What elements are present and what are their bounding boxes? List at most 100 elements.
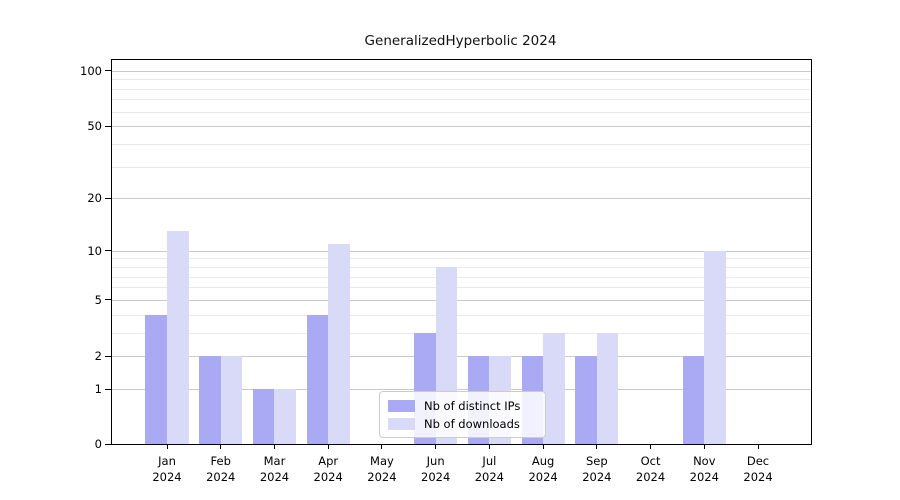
bar-distinct-ips-sep bbox=[575, 356, 597, 444]
legend-label-distinct-ips: Nb of distinct IPs bbox=[424, 399, 521, 413]
legend-swatch-distinct-ips bbox=[388, 400, 415, 412]
x-tick-month: Mar bbox=[263, 454, 286, 468]
legend-swatch-downloads bbox=[388, 418, 415, 430]
x-tick-jan bbox=[166, 444, 168, 449]
x-tick-month: Apr bbox=[318, 454, 339, 468]
x-tick-year: 2024 bbox=[367, 470, 397, 484]
x-tick-dec bbox=[757, 444, 759, 449]
gridline-minor-4 bbox=[112, 314, 811, 316]
bar-distinct-ips-mar bbox=[252, 389, 275, 444]
y-tick-2 bbox=[105, 355, 111, 357]
x-tick-year: 2024 bbox=[528, 470, 558, 484]
gridline-100 bbox=[112, 70, 811, 72]
y-tick-label-50: 50 bbox=[87, 119, 102, 134]
y-tick-20 bbox=[105, 197, 111, 199]
x-tick-label-feb: Feb 2024 bbox=[194, 453, 248, 485]
y-tick-label-0: 0 bbox=[94, 437, 102, 451]
x-tick-label-oct: Oct 2024 bbox=[624, 453, 678, 485]
bar-distinct-ips-feb bbox=[199, 356, 221, 444]
x-tick-month: Sep bbox=[585, 454, 608, 468]
x-tick-label-apr: Apr 2024 bbox=[301, 453, 355, 485]
y-tick-50 bbox=[105, 125, 111, 127]
y-tick-label-2: 2 bbox=[94, 349, 102, 364]
bar-downloads-feb bbox=[220, 356, 243, 444]
x-tick-label-jul: Jul 2024 bbox=[462, 453, 516, 485]
gridline-1 bbox=[112, 389, 811, 391]
legend-row-distinct-ips: Nb of distinct IPs bbox=[388, 397, 537, 415]
bar-downloads-sep bbox=[596, 332, 619, 444]
x-tick-month: May bbox=[370, 454, 394, 468]
x-tick-aug bbox=[542, 444, 544, 449]
gridline-2 bbox=[112, 356, 811, 358]
x-tick-year: 2024 bbox=[206, 470, 236, 484]
x-tick-year: 2024 bbox=[313, 470, 343, 484]
y-tick-label-10: 10 bbox=[87, 243, 102, 258]
y-tick-label-100: 100 bbox=[80, 63, 102, 78]
gridline-minor-80 bbox=[112, 88, 811, 90]
x-tick-month: Jan bbox=[158, 454, 176, 468]
x-tick-year: 2024 bbox=[582, 470, 612, 484]
legend: Nb of distinct IPs Nb of downloads bbox=[379, 391, 546, 438]
x-tick-feb bbox=[220, 444, 222, 449]
gridline-minor-8 bbox=[112, 266, 811, 268]
chart-title: GeneralizedHyperbolic 2024 bbox=[364, 33, 557, 49]
gridline-10 bbox=[112, 250, 811, 252]
plot-area: 0 1 2 5 10 20 50 100 Jan 2024 Feb 2024 Mar 2024 Apr 202… bbox=[80, 59, 812, 484]
x-tick-nov bbox=[703, 444, 705, 449]
gridline-minor-3 bbox=[112, 332, 811, 334]
bar-downloads-apr bbox=[328, 243, 350, 444]
y-tick-10 bbox=[105, 250, 111, 252]
gridline-minor-70 bbox=[112, 99, 811, 101]
x-tick-label-sep: Sep 2024 bbox=[570, 453, 624, 485]
x-tick-year: 2024 bbox=[474, 470, 505, 484]
x-tick-month: Dec bbox=[746, 454, 770, 468]
y-tick-1 bbox=[105, 388, 111, 390]
x-tick-mar bbox=[273, 444, 275, 449]
x-tick-year: 2024 bbox=[743, 470, 773, 484]
x-tick-year: 2024 bbox=[152, 470, 182, 484]
x-tick-year: 2024 bbox=[689, 470, 719, 484]
x-tick-month: Jul bbox=[482, 454, 497, 468]
x-tick-label-mar: Mar 2024 bbox=[247, 453, 301, 485]
x-tick-year: 2024 bbox=[259, 470, 290, 484]
x-tick-label-aug: Aug 2024 bbox=[516, 453, 570, 485]
y-tick-0 bbox=[105, 443, 111, 445]
x-tick-oct bbox=[650, 444, 652, 449]
legend-label-downloads: Nb of downloads bbox=[424, 417, 520, 431]
x-tick-apr bbox=[327, 444, 329, 449]
x-tick-label-nov: Nov 2024 bbox=[677, 453, 731, 485]
gridline-20 bbox=[112, 198, 811, 200]
gridline-minor-6 bbox=[112, 287, 811, 289]
bar-distinct-ips-jan bbox=[145, 314, 167, 444]
x-tick-month: Nov bbox=[693, 454, 716, 468]
bar-downloads-nov bbox=[704, 250, 726, 444]
x-tick-may bbox=[381, 444, 383, 449]
bar-downloads-jan bbox=[167, 231, 189, 444]
x-tick-jun bbox=[435, 444, 437, 449]
gridline-minor-90 bbox=[112, 79, 811, 81]
x-tick-label-jan: Jan 2024 bbox=[140, 453, 194, 485]
x-tick-month: Feb bbox=[210, 454, 231, 468]
gridline-minor-30 bbox=[112, 166, 811, 168]
gridline-minor-40 bbox=[112, 143, 811, 145]
bar-distinct-ips-apr bbox=[306, 314, 329, 444]
x-tick-month: Aug bbox=[531, 454, 555, 468]
y-tick-label-5: 5 bbox=[94, 292, 102, 307]
x-tick-year: 2024 bbox=[635, 470, 666, 484]
x-tick-month: Jun bbox=[426, 454, 445, 468]
x-tick-jul bbox=[488, 444, 490, 449]
x-tick-month: Oct bbox=[640, 454, 661, 468]
y-tick-label-20: 20 bbox=[87, 191, 102, 206]
gridline-minor-7 bbox=[112, 276, 811, 278]
bar-downloads-aug bbox=[543, 332, 565, 444]
x-tick-label-may: May 2024 bbox=[355, 453, 409, 485]
gridline-50 bbox=[112, 126, 811, 128]
x-tick-year: 2024 bbox=[421, 470, 451, 484]
gridline-minor-9 bbox=[112, 258, 811, 260]
gridline-minor-60 bbox=[112, 111, 811, 113]
legend-row-downloads: Nb of downloads bbox=[388, 415, 537, 433]
y-tick-100 bbox=[105, 70, 111, 72]
bar-distinct-ips-nov bbox=[682, 356, 705, 444]
gridline-5 bbox=[112, 299, 811, 301]
